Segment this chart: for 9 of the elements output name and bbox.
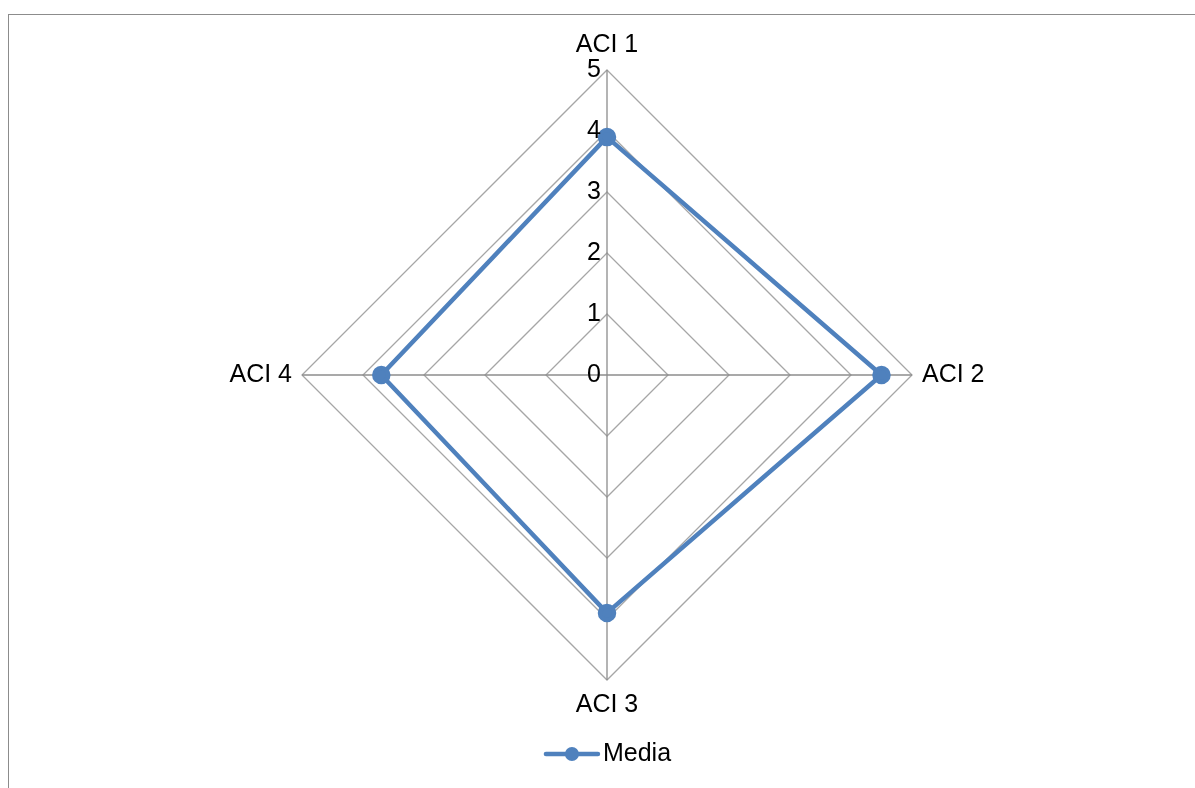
spoke-label: ACI 4 [229, 358, 293, 387]
y-tick-label: 1 [587, 297, 601, 326]
y-tick-label: 4 [587, 114, 602, 143]
spoke-label: ACI 2 [922, 358, 985, 387]
y-tick-label: 3 [587, 175, 601, 204]
spoke-label: ACI 3 [575, 688, 639, 717]
y-tick-label: 0 [587, 358, 601, 387]
legend-label: Media [602, 737, 672, 766]
y-tick-label: 2 [587, 236, 601, 265]
